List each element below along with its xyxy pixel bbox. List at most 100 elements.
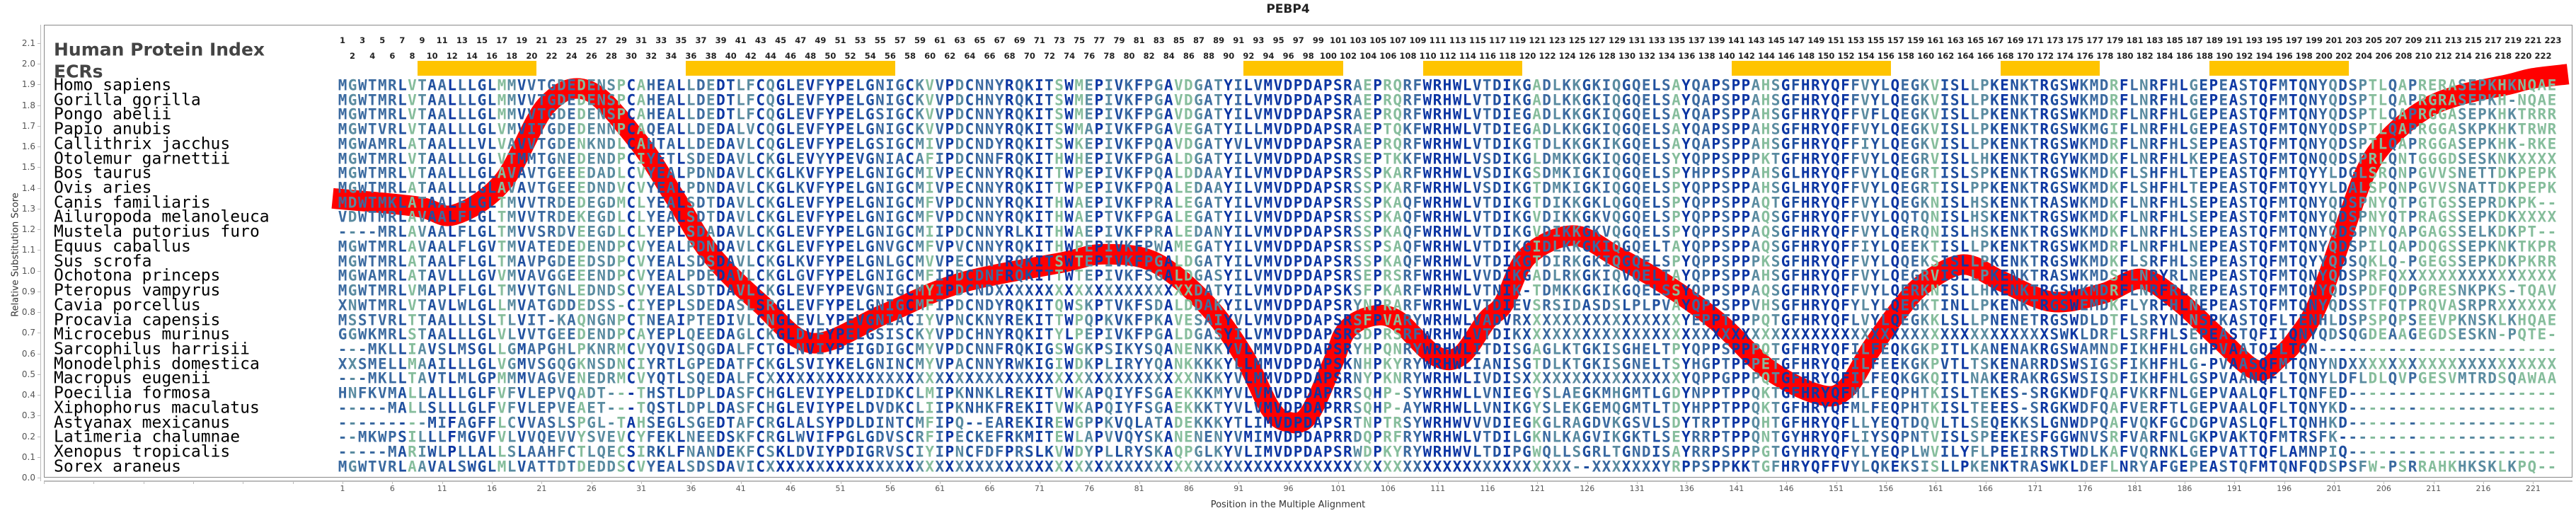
residue: Q (2388, 164, 2398, 182)
residue: S (2238, 91, 2248, 109)
residue: Q (1761, 311, 1771, 329)
residue: F (1413, 223, 1422, 241)
residue: K (1562, 164, 1572, 182)
residue: K (1572, 76, 1582, 94)
residue: E (567, 325, 576, 343)
residue: T (2248, 267, 2258, 284)
residue: W (1422, 179, 1432, 197)
y-tick-label: 0.5 (21, 369, 35, 379)
residue: V (2547, 282, 2557, 299)
residue: A (427, 253, 437, 270)
residue: E (1084, 105, 1094, 123)
residue: Y (1224, 369, 1233, 387)
x-tick-label: 106 (1380, 484, 1396, 493)
residue: X (915, 369, 924, 387)
residue: T (1214, 120, 1223, 138)
residue: E (656, 325, 666, 343)
residue: T (696, 311, 706, 329)
residue: A (1163, 267, 1173, 284)
residue: N (2308, 340, 2318, 358)
residue: G (1910, 105, 1920, 123)
residue: R (1432, 369, 1442, 387)
ecr-bar (1422, 61, 1523, 76)
residue: K (367, 325, 377, 343)
sequence-row: MGWTMRLATAALFLGLTMAVPGDEEDSDPCVYEALSDSDA… (338, 254, 2557, 269)
residue: L (1880, 164, 1890, 182)
residue: D (597, 369, 606, 387)
residue: Q (2258, 208, 2268, 226)
residue: V (1472, 105, 1482, 123)
residue: V (527, 76, 536, 94)
residue: P (1741, 194, 1751, 212)
residue: N (974, 150, 984, 168)
residue: P (835, 105, 845, 123)
residue: L (457, 355, 467, 373)
residue: E (577, 282, 586, 299)
residue: S (1363, 238, 1372, 255)
residue: F (1413, 208, 1422, 226)
residue: C (905, 355, 914, 373)
residue: G (706, 340, 715, 358)
residue: G (1194, 76, 1203, 94)
residue: S (1950, 179, 1960, 197)
residue: N (875, 150, 885, 168)
residue: G (347, 253, 357, 270)
residue: A (1204, 223, 1213, 241)
residue: R (1432, 164, 1442, 182)
residue: W (1422, 164, 1432, 182)
residue: D (1492, 296, 1502, 314)
residue: E (547, 238, 556, 255)
residue: T (1532, 194, 1541, 212)
residue: - (2408, 340, 2417, 358)
residue: P (1094, 208, 1104, 226)
x-tick-label: 206 (2376, 484, 2391, 493)
residue: F (1413, 325, 1422, 343)
residue: A (1751, 179, 1761, 197)
residue: G (2358, 325, 2368, 343)
residue: D (2497, 179, 2507, 197)
residue: T (1930, 164, 1940, 182)
position-label: 160 (1917, 51, 1935, 61)
residue: H (2199, 340, 2209, 358)
residue: S (1662, 194, 1671, 212)
residue: K (766, 355, 776, 373)
residue: X (994, 369, 1004, 387)
residue: P (1731, 135, 1741, 153)
residue: D (2398, 282, 2408, 299)
residue: Q (1890, 91, 1900, 109)
residue: Y (646, 253, 656, 270)
residue: P (536, 253, 546, 270)
residue: L (1880, 296, 1890, 314)
residue: G (1522, 238, 1531, 255)
residue: L (676, 296, 686, 314)
residue: N (2010, 267, 2019, 284)
residue: I (1472, 355, 1482, 373)
residue: T (536, 135, 546, 153)
position-label: 54 (864, 51, 876, 61)
residue: F (2119, 267, 2129, 284)
residue: D (1283, 238, 1293, 255)
residue: D (2497, 208, 2507, 226)
residue: S (1054, 120, 1064, 138)
residue: P (1751, 355, 1761, 373)
residue: L (1243, 120, 1253, 138)
residue: N (2308, 296, 2318, 314)
residue: H (1800, 135, 1810, 153)
residue: L (2378, 135, 2388, 153)
residue: S (1721, 91, 1731, 109)
residue: E (955, 164, 965, 182)
residue: Y (1224, 267, 1233, 284)
residue: L (467, 194, 477, 212)
y-tick (38, 105, 41, 106)
residue: G (1621, 135, 1631, 153)
residue: S (2458, 120, 2467, 138)
residue: N (1990, 311, 1999, 329)
residue: F (1790, 150, 1800, 168)
residue: P (1711, 238, 1720, 255)
residue: E (2000, 164, 2009, 182)
residue: N (875, 223, 885, 241)
residue: K (2527, 253, 2537, 270)
residue: S (1393, 267, 1402, 284)
residue: N (1214, 223, 1223, 241)
residue: V (1234, 369, 1243, 387)
